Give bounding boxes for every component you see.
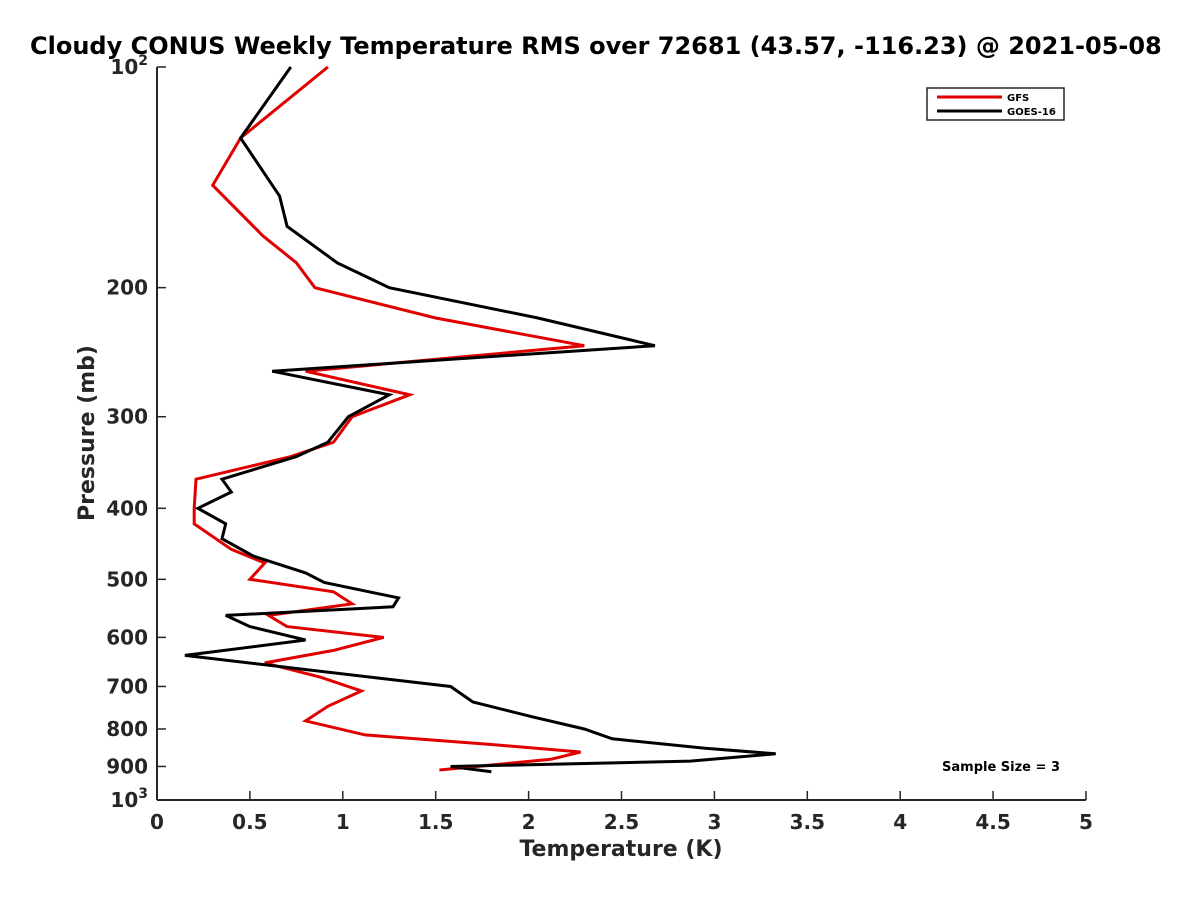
x-tick-label: 4 xyxy=(893,810,907,834)
legend-box xyxy=(926,87,1065,121)
legend-label: GFS xyxy=(1007,93,1029,104)
sample-size-annotation: Sample Size = 3 xyxy=(942,760,1060,775)
x-tick-label: 5 xyxy=(1079,810,1093,834)
x-tick-label: 1.5 xyxy=(418,810,453,834)
y-tick-label: 400 xyxy=(106,496,148,520)
y-tick-label: 700 xyxy=(106,674,148,698)
y-axis-ticks: 102 200 300 400 500 600 700 800 900 103 xyxy=(106,53,166,812)
y-tick-label: 200 xyxy=(106,276,148,300)
x-axis-ticks: 0 0.5 1 1.5 2 2.5 3 3.5 4 4.5 5 xyxy=(150,791,1093,834)
y-tick-label: 800 xyxy=(106,717,148,741)
y-tick-label: 600 xyxy=(106,625,148,649)
legend-label: GOES-16 xyxy=(1007,107,1056,118)
legend: GFS GOES-16 xyxy=(926,87,1065,121)
y-tick-label: 300 xyxy=(106,405,148,429)
y-tick-label: 103 xyxy=(110,786,148,812)
chart-title: Cloudy CONUS Weekly Temperature RMS over… xyxy=(30,32,1162,60)
x-tick-label: 2.5 xyxy=(604,810,639,834)
y-tick-label: 900 xyxy=(106,754,148,778)
plot-area xyxy=(156,67,1086,801)
series-layer xyxy=(184,65,776,774)
x-tick-label: 0.5 xyxy=(232,810,267,834)
y-tick-label: 500 xyxy=(106,567,148,591)
y-axis-label: Pressure (mb) xyxy=(75,345,100,521)
x-tick-label: 0 xyxy=(150,810,164,834)
x-tick-label: 1 xyxy=(336,810,350,834)
x-axis-label: Temperature (K) xyxy=(519,837,722,862)
series-line-gfs xyxy=(192,65,585,772)
x-tick-label: 3.5 xyxy=(790,810,825,834)
y-tick-label: 102 xyxy=(110,53,148,79)
x-tick-label: 3 xyxy=(707,810,721,834)
x-tick-label: 4.5 xyxy=(975,810,1010,834)
x-tick-label: 2 xyxy=(522,810,536,834)
series-line-goes-16 xyxy=(184,66,776,774)
